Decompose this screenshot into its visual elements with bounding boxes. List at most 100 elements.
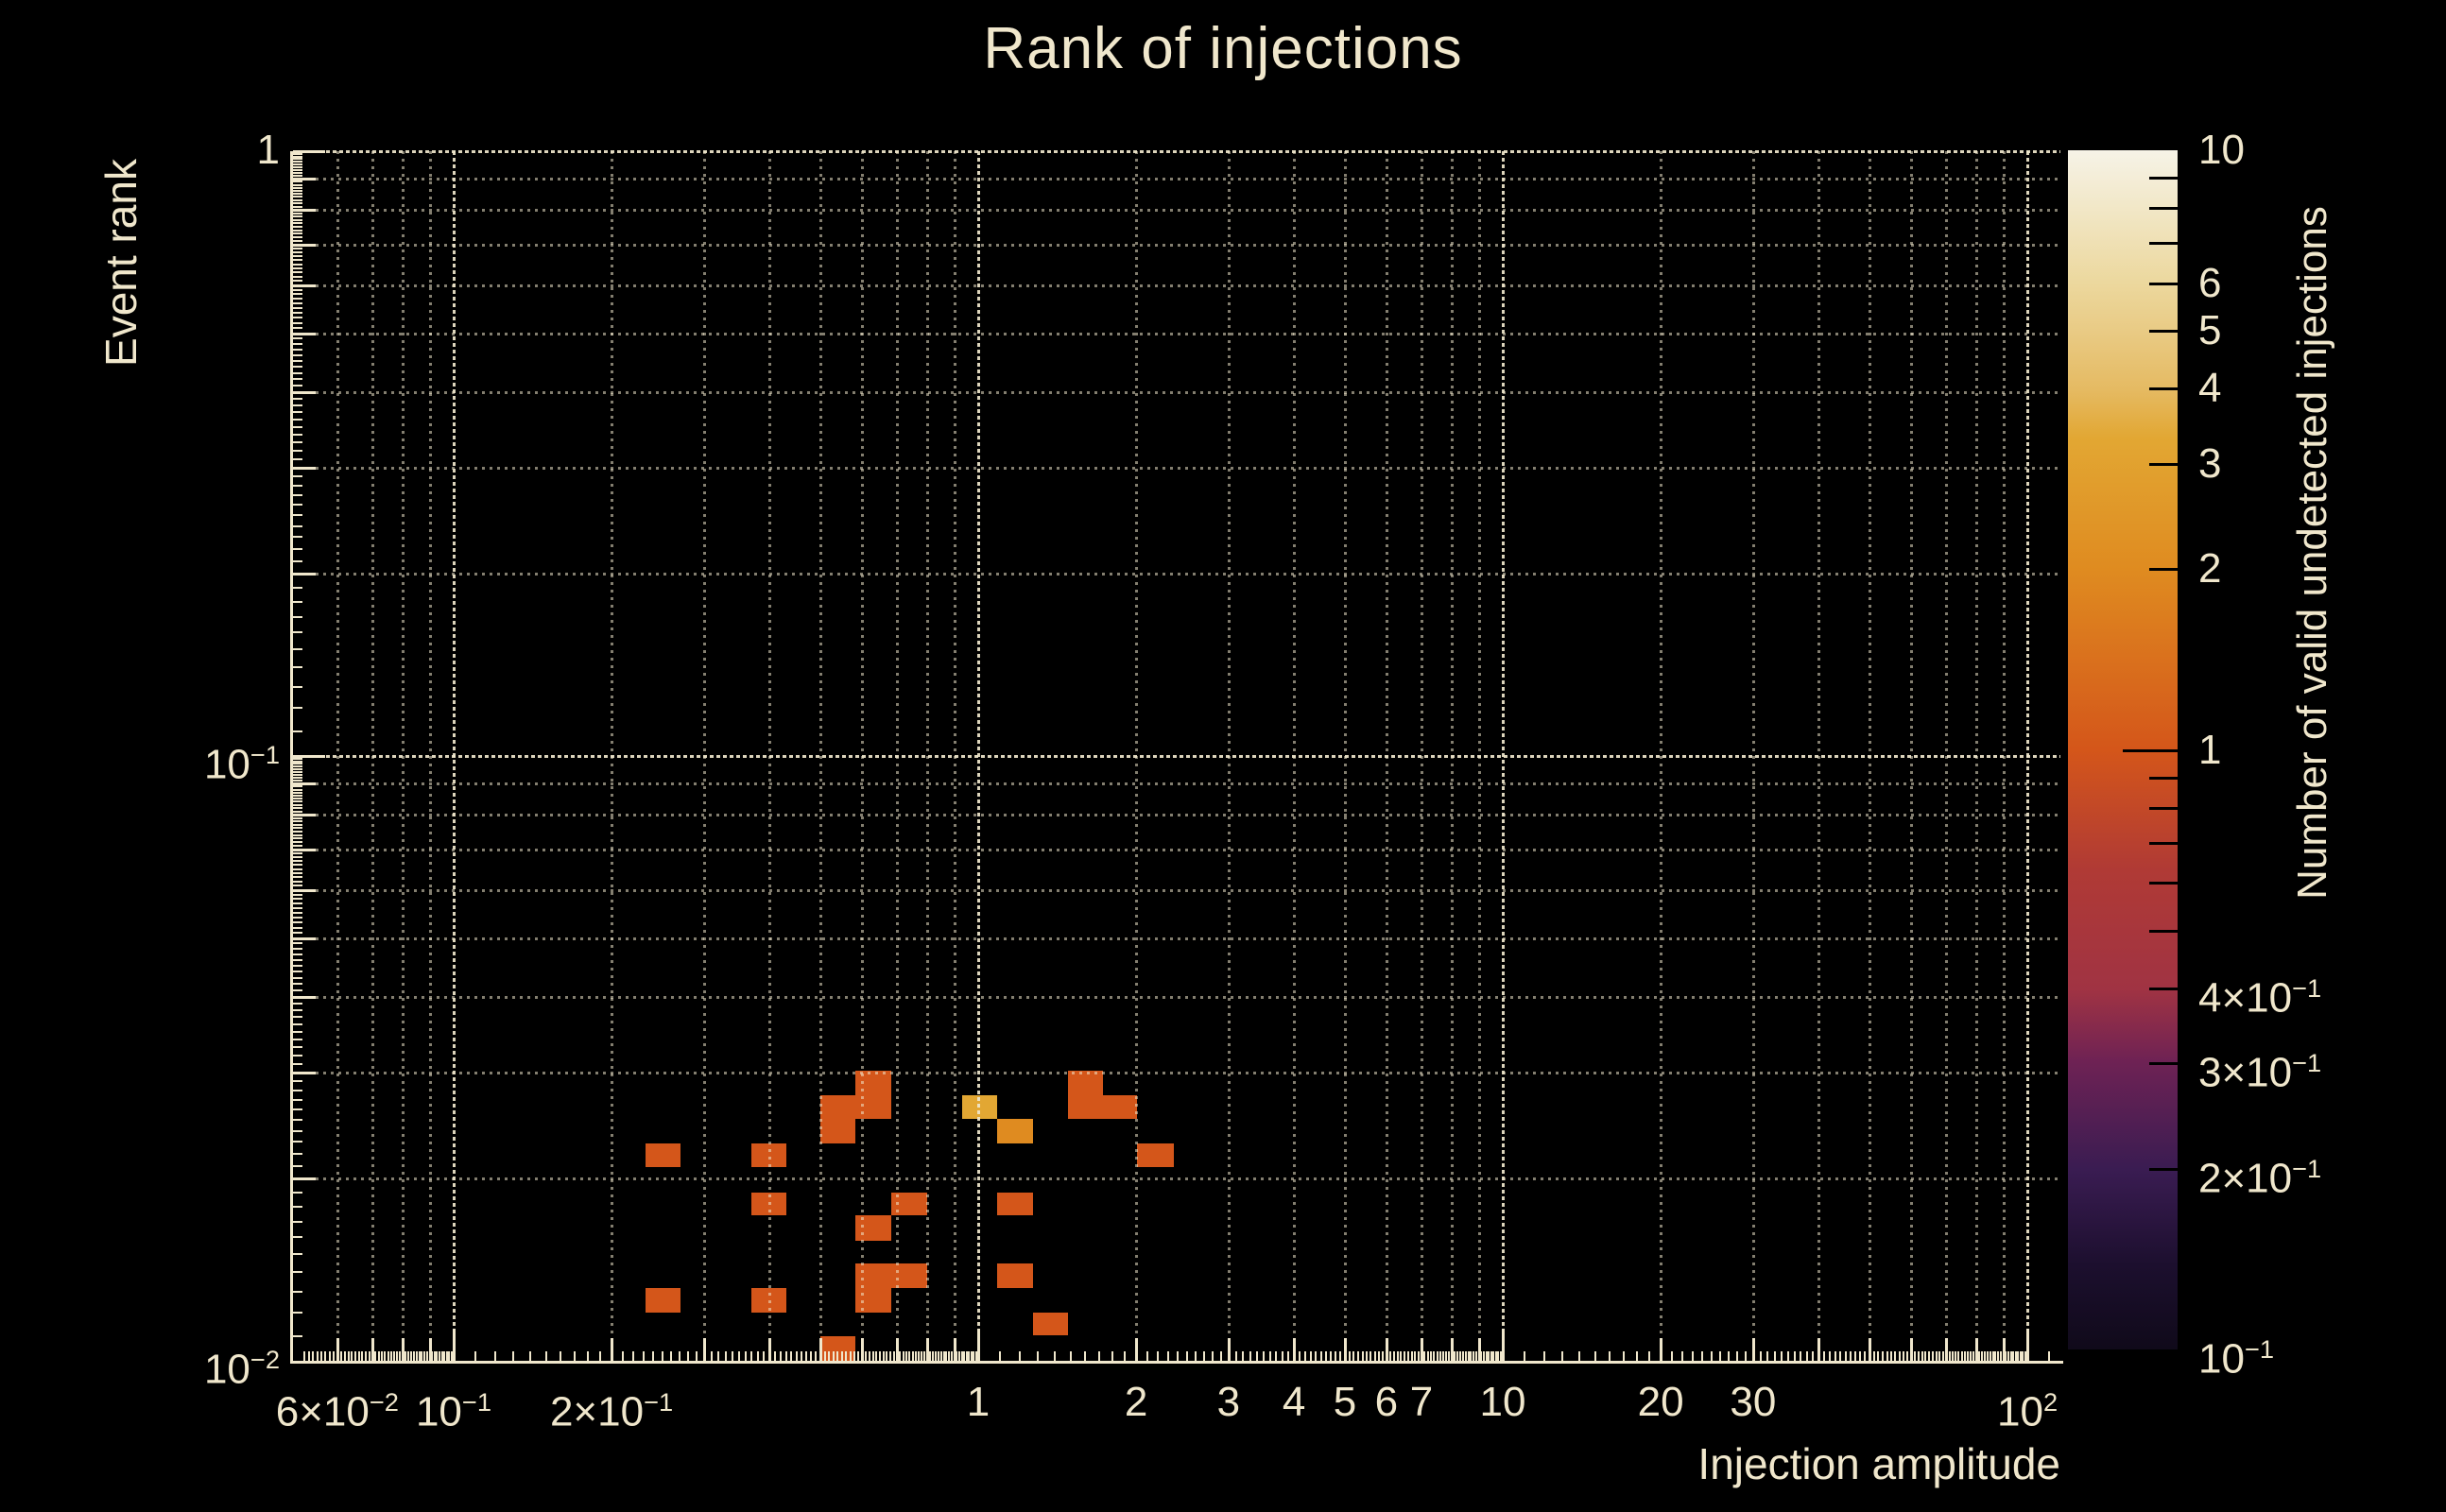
y-tick: [293, 212, 302, 215]
x-gridline: [1421, 151, 1424, 1361]
x-tick: [1499, 1351, 1502, 1361]
x-tick: [1442, 1351, 1445, 1361]
y-tick: [293, 800, 302, 803]
x-tick: [1902, 1351, 1904, 1361]
y-tick: [293, 225, 302, 228]
y-tick: [293, 1054, 302, 1057]
x-tick: [832, 1351, 835, 1361]
y-gridline: [293, 209, 2060, 213]
x-tick: [795, 1351, 798, 1361]
x-tick: [1482, 1351, 1485, 1361]
y-tick: [293, 686, 302, 689]
x-tick: [1477, 1338, 1481, 1361]
x-gridline: [1660, 151, 1663, 1361]
x-tick: [939, 1351, 942, 1361]
y-tick-label: 10−1: [203, 740, 280, 788]
x-tick: [1396, 1351, 1399, 1361]
x-tick: [1997, 1351, 2000, 1361]
x-tick: [389, 1351, 392, 1361]
heatmap-cell: [819, 1119, 855, 1143]
y-tick: [293, 232, 302, 235]
x-tick: [1987, 1351, 1990, 1361]
x-tick: [1377, 1351, 1380, 1361]
x-tick: [1177, 1351, 1180, 1361]
x-tick: [1898, 1351, 1901, 1361]
x-tick: [1889, 1351, 1892, 1361]
x-tick: [652, 1351, 654, 1361]
y-gridline: [293, 244, 2060, 248]
x-tick-label: 10−1: [415, 1387, 492, 1435]
x-tick: [864, 1351, 867, 1361]
x-tick: [1430, 1351, 1433, 1361]
x-tick: [695, 1351, 698, 1361]
x-gridline: [1477, 151, 1481, 1361]
x-tick: [1293, 1338, 1297, 1361]
y-tick: [293, 321, 302, 324]
y-tick: [293, 457, 302, 460]
x-tick-label: 30: [1730, 1379, 1777, 1425]
x-tick: [1710, 1351, 1713, 1361]
y-tick: [293, 814, 316, 817]
y-tick: [293, 765, 302, 768]
x-tick: [1474, 1351, 1477, 1361]
y-tick: [293, 586, 302, 589]
y-tick: [293, 1129, 302, 1132]
x-tick: [324, 1351, 327, 1361]
x-tick: [744, 1351, 747, 1361]
x-tick: [336, 1338, 339, 1361]
x-tick: [932, 1351, 935, 1361]
x-tick: [963, 1351, 966, 1361]
x-tick: [889, 1351, 892, 1361]
x-tick: [1877, 1351, 1880, 1361]
x-tick: [679, 1351, 681, 1361]
y-tick: [293, 876, 302, 879]
x-tick: [1448, 1351, 1451, 1361]
x-tick: [573, 1351, 576, 1361]
y-tick: [293, 921, 302, 924]
y-tick: [293, 912, 302, 915]
y-tick: [293, 193, 302, 196]
x-tick: [425, 1351, 428, 1361]
x-tick: [914, 1351, 917, 1361]
x-tick: [710, 1351, 713, 1361]
y-tick: [293, 995, 316, 999]
x-tick: [1324, 1351, 1327, 1361]
x-tick: [423, 1351, 426, 1361]
x-tick: [452, 1329, 456, 1361]
x-tick: [1281, 1351, 1283, 1361]
x-tick: [405, 1351, 407, 1361]
x-gridline: [926, 151, 930, 1361]
y-tick: [293, 317, 302, 319]
x-tick: [1924, 1351, 1927, 1361]
x-tick: [2024, 1351, 2026, 1361]
x-tick: [1984, 1351, 1987, 1361]
x-tick: [717, 1351, 720, 1361]
y-tick: [293, 189, 302, 192]
x-tick: [950, 1351, 953, 1361]
colorbar-tick: [2149, 177, 2178, 180]
y-tick: [293, 827, 302, 830]
y-tick: [293, 885, 302, 887]
x-axis-title: Injection amplitude: [1697, 1439, 2060, 1488]
x-tick: [731, 1351, 733, 1361]
y-tick: [293, 378, 302, 381]
x-tick: [1941, 1351, 1944, 1361]
x-tick: [1203, 1351, 1206, 1361]
x-tick: [1935, 1351, 1938, 1361]
x-tick: [396, 1351, 399, 1361]
x-tick: [1287, 1351, 1290, 1361]
y-tick: [293, 976, 302, 979]
x-tick: [1931, 1351, 1934, 1361]
x-tick: [1975, 1338, 1979, 1361]
y-tick: [293, 782, 316, 786]
y-gridline: [293, 849, 2060, 852]
x-tick: [1948, 1351, 1951, 1361]
heatmap-cell: [819, 1094, 855, 1120]
y-tick: [293, 780, 302, 782]
y-tick: [293, 244, 316, 248]
y-tick: [293, 1191, 302, 1194]
x-gridline: [1909, 151, 1913, 1361]
x-tick: [1275, 1351, 1278, 1361]
y-gridline: [293, 150, 2060, 153]
y-gridline: [293, 936, 2060, 940]
